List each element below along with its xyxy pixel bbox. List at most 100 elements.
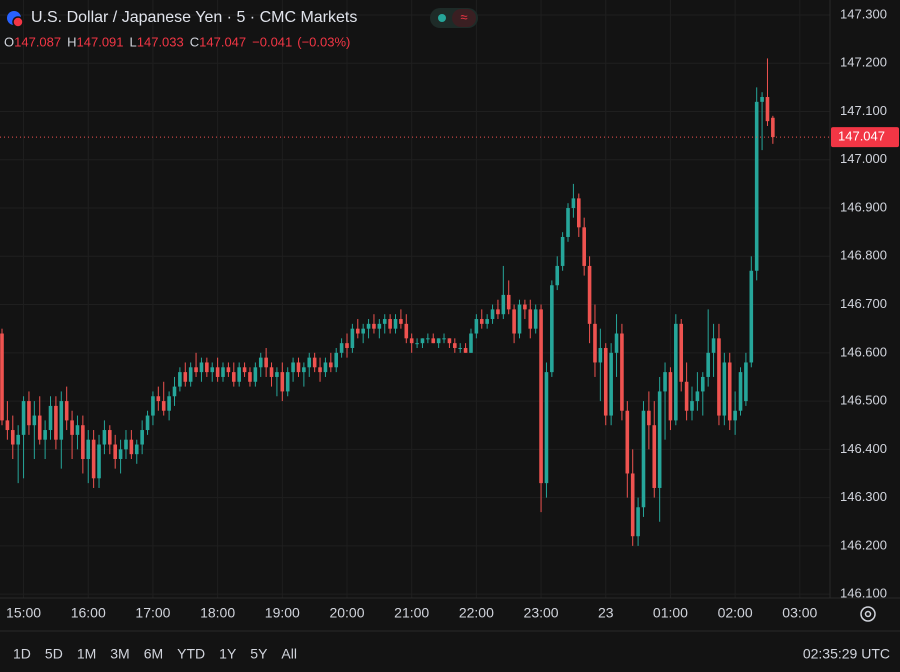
candle-body — [760, 97, 764, 102]
candle-body — [48, 405, 53, 431]
candle-body — [134, 444, 139, 455]
candle-body — [663, 372, 667, 392]
candle-body — [16, 434, 20, 445]
candle-body — [102, 430, 107, 445]
candle-body — [355, 328, 360, 334]
candle-body — [695, 391, 700, 402]
settings-icon[interactable] — [860, 606, 876, 622]
candle-body — [512, 309, 516, 334]
candle-body — [248, 372, 252, 382]
candle-body — [447, 338, 452, 344]
range-button[interactable]: 1D — [13, 646, 31, 662]
candle-body — [129, 439, 134, 455]
x-tick-label: 23 — [598, 605, 614, 621]
range-button[interactable]: 6M — [144, 646, 163, 662]
range-button[interactable]: YTD — [177, 646, 205, 662]
candle-body — [679, 323, 684, 382]
candle-body — [749, 270, 754, 363]
candle-body — [598, 347, 603, 363]
candle-body — [479, 319, 484, 324]
candle-body — [242, 367, 247, 373]
candle-body — [722, 362, 727, 416]
candle-body — [754, 101, 759, 271]
candle-body — [291, 362, 295, 373]
candle-body — [647, 410, 651, 426]
candle-body — [188, 367, 193, 382]
candle-body — [231, 372, 236, 382]
candle-body — [399, 319, 403, 324]
ohlc-value: 147.033 — [137, 34, 184, 49]
candle-body — [140, 430, 144, 445]
x-tick-label: 22:00 — [459, 605, 494, 621]
candle-body — [237, 367, 241, 382]
range-button[interactable]: 1Y — [219, 646, 237, 662]
candle-body — [550, 285, 554, 373]
candle-body — [302, 367, 306, 373]
candle-body — [496, 309, 500, 315]
candle-body — [636, 507, 640, 537]
candle-body — [555, 265, 560, 286]
candle-body — [199, 362, 204, 373]
candle-body — [372, 323, 376, 329]
x-tick-label: 15:00 — [6, 605, 41, 621]
y-tick-label: 146.400 — [840, 441, 887, 456]
candle-body — [366, 323, 371, 329]
candle-body — [269, 367, 274, 377]
candle-body — [620, 333, 624, 411]
range-button[interactable]: 5D — [45, 646, 63, 662]
candle-body — [32, 415, 37, 426]
candle-body — [377, 323, 382, 329]
candle-body — [221, 367, 225, 377]
candle-body — [544, 372, 549, 484]
candle-body — [711, 338, 716, 353]
ohlc-label: O — [4, 34, 14, 49]
candle-body — [641, 410, 646, 508]
range-button[interactable]: 5Y — [250, 646, 268, 662]
candle-body — [108, 430, 112, 445]
change-pct: (−0.03%) — [297, 34, 350, 49]
candle-body — [587, 265, 592, 324]
candle-body — [582, 227, 586, 266]
candle-body — [10, 430, 15, 445]
x-tick-label: 19:00 — [265, 605, 300, 621]
candle-body — [727, 362, 732, 421]
x-tick-label: 01:00 — [653, 605, 688, 621]
range-button[interactable]: 3M — [110, 646, 129, 662]
candle-body — [215, 367, 220, 377]
candle-body — [91, 439, 96, 479]
last-price-badge — [831, 127, 899, 148]
candle-body — [771, 117, 775, 138]
clock: 02:35:29 UTC — [803, 646, 890, 662]
candle-body — [59, 401, 64, 440]
y-tick-label: 146.900 — [840, 199, 887, 214]
range-button[interactable]: All — [281, 646, 297, 662]
candle-body — [210, 367, 215, 373]
range-button[interactable]: 1M — [77, 646, 96, 662]
candle-body — [706, 352, 710, 377]
status-pill — [452, 9, 476, 27]
candle-body — [264, 357, 268, 368]
x-tick-label: 16:00 — [71, 605, 106, 621]
y-tick-label: 146.100 — [840, 586, 887, 601]
x-tick-label: 17:00 — [135, 605, 170, 621]
candle-body — [469, 333, 473, 353]
candle-body — [463, 347, 468, 353]
candle-body — [717, 338, 721, 416]
grid — [0, 0, 830, 598]
candle-body — [409, 338, 414, 344]
candle-body — [738, 372, 743, 411]
candle-body — [528, 309, 533, 329]
settings-icon[interactable] — [860, 606, 876, 622]
candle-body — [145, 415, 150, 431]
candle-body — [275, 372, 279, 377]
candle-body — [426, 338, 430, 340]
candle-body — [700, 376, 705, 392]
candle-body — [625, 410, 630, 474]
y-tick-label: 147.300 — [840, 6, 887, 21]
candle-body — [280, 372, 285, 392]
candle-body — [614, 333, 619, 353]
candle-body — [172, 386, 177, 397]
candle-body — [81, 425, 85, 459]
candle-body — [323, 362, 328, 373]
